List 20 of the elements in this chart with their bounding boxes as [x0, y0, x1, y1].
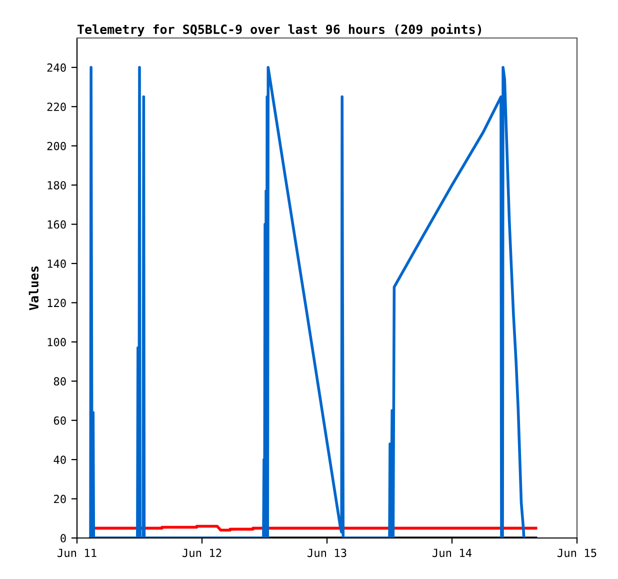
x-tick-label: Jun 15 — [558, 548, 596, 558]
x-tick-label: Jun 11 — [58, 548, 96, 558]
y-tick-label: 0 — [60, 534, 66, 542]
x-tick-label: Jun 14 — [432, 548, 472, 558]
y-tick-label: 140 — [48, 259, 66, 268]
y-tick-label: 120 — [48, 298, 66, 308]
y-tick-label: 40 — [54, 456, 66, 464]
y-tick-label: 60 — [54, 416, 66, 425]
y-tick-label: 100 — [48, 338, 66, 346]
x-tick-label: Jun 13 — [308, 548, 346, 558]
x-tick-label: Jun 12 — [182, 548, 222, 558]
y-tick-label: 20 — [54, 494, 66, 504]
y-tick-label: 160 — [48, 220, 66, 229]
y-tick-label: 180 — [48, 181, 66, 190]
y-tick-label: 200 — [47, 142, 66, 150]
y-tick-label: 240 — [47, 63, 66, 72]
y-tick-label: 80 — [54, 377, 66, 386]
y-tick-label: 220 — [47, 102, 66, 112]
y-axis-title: Values — [28, 266, 39, 310]
chart-title: Telemetry for SQ5BLC-9 over last 96 hours (209 points) — [78, 24, 482, 36]
